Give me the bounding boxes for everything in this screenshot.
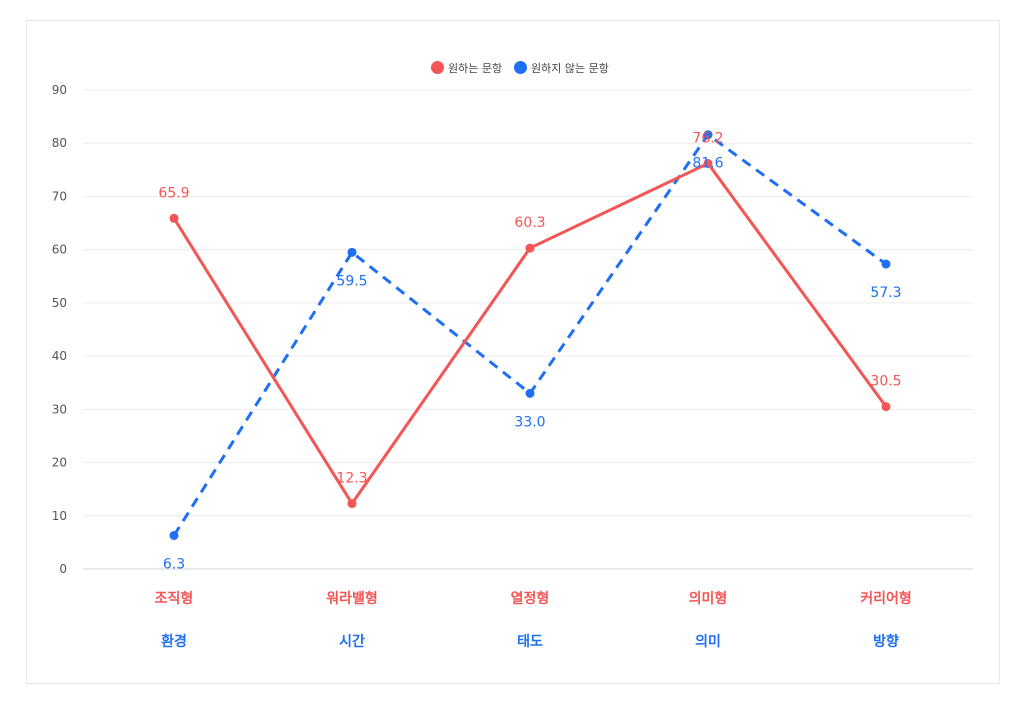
x-subcategory-label: 방향 xyxy=(873,633,899,650)
legend-swatch xyxy=(431,61,444,74)
line-chart: 0 10 20 30 40 50 60 70 80 90 원하는 문항 원하지 않는 문항 65.9… xyxy=(52,61,973,650)
x-subcategory-label: 태도 xyxy=(517,634,543,650)
legend-item-unwanted[interactable]: 원하지 않는 문항 xyxy=(514,61,609,75)
x-category-label: 커리어형 xyxy=(860,590,912,607)
y-tick-label: 30 xyxy=(52,402,67,416)
data-label: 12.3 xyxy=(336,471,367,487)
y-axis: 0 10 20 30 40 50 60 70 80 90 xyxy=(52,83,67,576)
x-category-label: 의미형 xyxy=(689,590,728,607)
grid xyxy=(83,89,973,570)
legend[interactable]: 원하는 문항 원하지 않는 문항 xyxy=(431,61,609,75)
series-layer xyxy=(169,130,891,540)
data-point xyxy=(881,259,891,269)
legend-swatch xyxy=(514,61,527,74)
legend-item-wanted[interactable]: 원하는 문항 xyxy=(431,61,502,75)
x-category-label: 조직형 xyxy=(155,590,194,607)
data-point xyxy=(169,530,179,540)
data-point xyxy=(169,213,179,223)
data-point xyxy=(703,130,713,140)
x-subcategory-label: 시간 xyxy=(339,633,365,650)
data-point xyxy=(525,243,535,253)
data-label: 57.3 xyxy=(870,285,901,301)
data-label: 76.2 xyxy=(692,130,723,146)
y-tick-label: 40 xyxy=(52,349,67,363)
data-label: 60.3 xyxy=(514,215,545,231)
chart-card: 0 10 20 30 40 50 60 70 80 90 원하는 문항 원하지 않는 문항 65.9… xyxy=(26,20,1000,684)
data-label: 65.9 xyxy=(158,185,189,201)
y-tick-label: 20 xyxy=(52,456,67,470)
data-label: 33.0 xyxy=(514,414,545,430)
x-category-label: 열정형 xyxy=(511,590,550,607)
data-label: 30.5 xyxy=(870,374,901,390)
x-subcategory-label: 환경 xyxy=(161,633,187,650)
data-label: 81.6 xyxy=(692,156,723,172)
y-tick-label: 50 xyxy=(52,296,67,310)
x-category-label: 워라밸형 xyxy=(326,590,378,607)
data-point xyxy=(525,388,535,398)
data-point xyxy=(881,402,891,412)
y-tick-label: 60 xyxy=(52,243,67,257)
legend-label: 원하는 문항 xyxy=(448,61,502,75)
data-point xyxy=(347,499,357,509)
data-label: 59.5 xyxy=(336,273,367,289)
y-tick-label: 90 xyxy=(52,83,67,97)
legend-label: 원하지 않는 문항 xyxy=(531,61,609,75)
y-tick-label: 80 xyxy=(52,136,67,150)
series-line-unwanted xyxy=(172,133,887,537)
y-tick-label: 10 xyxy=(52,509,67,523)
data-labels: 65.9 12.3 60.3 76.2 30.5 6.3 59.5 33.0 81.6 57.3 xyxy=(158,130,901,572)
y-tick-label: 70 xyxy=(52,189,67,203)
data-point xyxy=(347,247,357,257)
y-tick-label: 0 xyxy=(59,562,67,576)
data-point xyxy=(703,158,713,168)
data-label: 6.3 xyxy=(163,556,185,572)
x-subcategory-label: 의미 xyxy=(695,633,721,650)
